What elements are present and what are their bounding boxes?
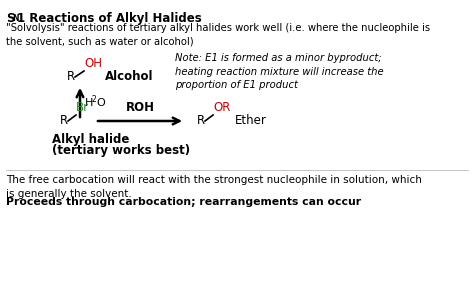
Text: Br: Br	[76, 101, 89, 114]
Text: (tertiary works best): (tertiary works best)	[52, 144, 190, 157]
Text: R: R	[67, 71, 75, 83]
Text: ROH: ROH	[126, 101, 155, 114]
Text: OR: OR	[213, 101, 230, 114]
Text: Ether: Ether	[235, 114, 267, 127]
Text: N: N	[12, 14, 19, 23]
Text: OH: OH	[84, 57, 102, 70]
Text: Note: E1 is formed as a minor byproduct;
heating reaction mixture will increase : Note: E1 is formed as a minor byproduct;…	[175, 53, 383, 90]
Text: 2: 2	[92, 96, 97, 104]
Text: R: R	[197, 114, 205, 127]
Text: Alkyl halide: Alkyl halide	[52, 133, 129, 146]
Text: "Solvolysis" reactions of tertiary alkyl halides work well (i.e. where the nucle: "Solvolysis" reactions of tertiary alkyl…	[6, 23, 430, 47]
Text: 1 Reactions of Alkyl Halides: 1 Reactions of Alkyl Halides	[17, 12, 202, 25]
Text: The free carbocation will react with the strongest nucleophile in solution, whic: The free carbocation will react with the…	[6, 175, 422, 199]
Text: Proceeds through carbocation; rearrangements can occur: Proceeds through carbocation; rearrangem…	[6, 197, 361, 207]
Text: S: S	[6, 12, 15, 25]
Text: O: O	[96, 98, 105, 107]
Text: Alcohol: Alcohol	[105, 71, 154, 83]
Text: R: R	[60, 114, 68, 127]
Text: H: H	[85, 98, 93, 107]
